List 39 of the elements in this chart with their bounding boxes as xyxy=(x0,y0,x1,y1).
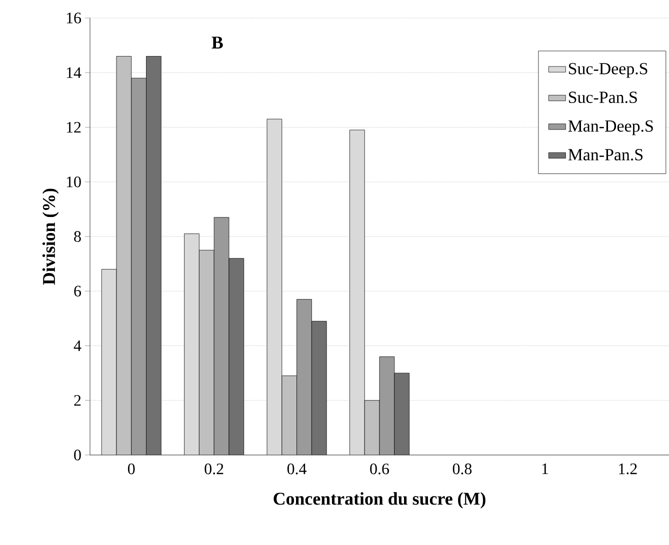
bar xyxy=(184,234,200,455)
x-tick-label: 0.6 xyxy=(370,464,389,474)
bar xyxy=(214,217,229,455)
bar xyxy=(228,258,244,455)
x-tick-label: 0.2 xyxy=(204,464,224,474)
bar xyxy=(364,400,380,455)
y-tick-label: 8 xyxy=(74,231,81,242)
y-tick-label: 14 xyxy=(66,67,82,78)
y-tick-label: 0 xyxy=(74,450,81,460)
y-tick-label: 16 xyxy=(66,12,82,24)
bar xyxy=(379,356,395,455)
x-tick-label: 1 xyxy=(542,464,548,474)
bar xyxy=(312,321,327,455)
text: B xyxy=(212,36,223,49)
x-axis-title: Concentration du sucre (M) xyxy=(274,492,486,508)
x-tick-label: 1.2 xyxy=(619,464,637,474)
bar xyxy=(131,78,146,455)
legend-label: Man-Pan.S xyxy=(568,149,643,160)
bar xyxy=(282,376,297,455)
y-tick-label: 10 xyxy=(66,176,81,188)
bar xyxy=(267,119,282,455)
bar xyxy=(199,250,214,455)
bar xyxy=(116,56,132,455)
y-tick-label: 6 xyxy=(74,286,82,296)
x-tick-label: 0.8 xyxy=(452,464,472,474)
x-tick-label: 0.4 xyxy=(287,464,306,474)
y-tick-label: 2 xyxy=(74,395,81,406)
legend-label: Suc-Pan.S xyxy=(568,92,637,104)
y-tick-label: 12 xyxy=(66,122,81,133)
bar xyxy=(102,269,116,455)
x-tick-label: 0 xyxy=(128,464,135,474)
y-axis-title: Division (%) xyxy=(42,188,59,285)
bar xyxy=(146,56,162,455)
bar xyxy=(296,299,312,455)
legend-label: Man-Deep.S xyxy=(568,120,653,136)
bar xyxy=(394,372,410,455)
bar xyxy=(350,130,365,455)
legend-label: Suc-Deep.S xyxy=(568,62,648,78)
y-tick-label: 4 xyxy=(74,340,82,351)
